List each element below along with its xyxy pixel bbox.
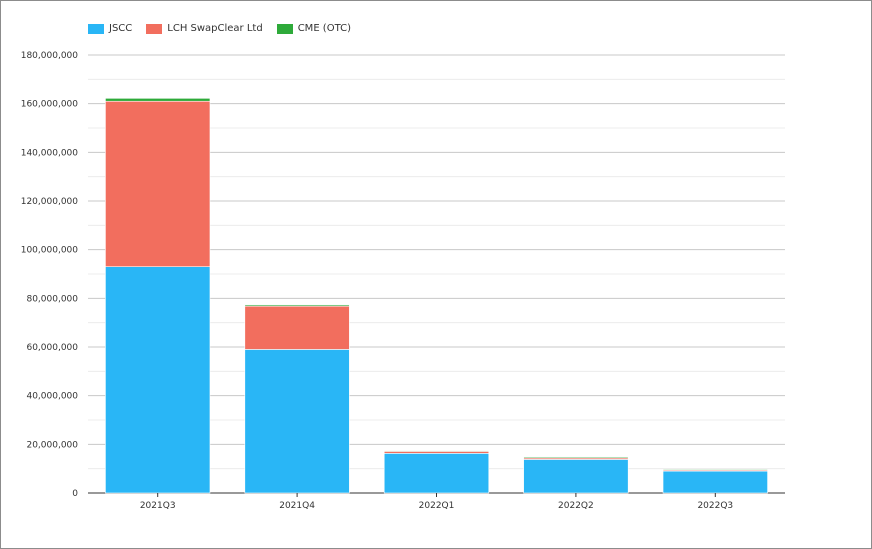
legend-swatch-cme xyxy=(276,23,293,34)
bar-segment-2022Q2-2 xyxy=(523,456,629,459)
y-tick-label: 100,000,000 xyxy=(21,246,79,256)
bar-segment-2021Q3-0 xyxy=(105,266,211,494)
y-tick-label: 140,000,000 xyxy=(21,148,79,158)
legend-swatch-jscc xyxy=(88,23,104,34)
x-tick-label: 2021Q3 xyxy=(140,501,176,511)
y-tick-label: 180,000,000 xyxy=(21,51,79,61)
bar-segment-2022Q1-2 xyxy=(383,450,490,452)
x-tick-label: 2022Q1 xyxy=(419,501,455,511)
y-tick-label: 20,000,000 xyxy=(26,440,78,450)
legend-swatch-lch xyxy=(146,23,163,34)
legend-label-cme: CME (OTC) xyxy=(297,23,351,34)
legend: JSCC LCH SwapClear Ltd CME (OTC) xyxy=(88,23,351,34)
x-tick-label: 2022Q2 xyxy=(558,501,594,511)
legend-label-lch: LCH SwapClear Ltd xyxy=(167,23,263,34)
bar-segment-2021Q4-2 xyxy=(244,304,350,307)
x-tick-label: 2022Q3 xyxy=(697,501,733,511)
bar-segment-2022Q3-2 xyxy=(662,469,768,471)
bar-segment-2021Q4-1 xyxy=(244,305,350,350)
bar-segment-2022Q3-0 xyxy=(662,470,768,494)
y-tick-label: 160,000,000 xyxy=(21,100,79,110)
x-tick-label: 2021Q4 xyxy=(279,501,315,511)
legend-item-cme[interactable]: CME (OTC) xyxy=(276,23,351,34)
bar-segment-2022Q1-0 xyxy=(383,453,490,494)
bar-segment-2021Q4-0 xyxy=(244,349,350,494)
y-tick-label: 120,000,000 xyxy=(21,197,79,207)
legend-item-lch[interactable]: LCH SwapClear Ltd xyxy=(146,23,263,34)
legend-label-jscc: JSCC xyxy=(109,23,133,34)
bar-segment-2021Q3-1 xyxy=(105,100,211,267)
y-tick-label: 0 xyxy=(72,489,78,499)
bar-segment-2022Q2-0 xyxy=(523,459,629,494)
y-tick-label: 40,000,000 xyxy=(26,392,78,402)
y-tick-label: 80,000,000 xyxy=(26,294,78,304)
y-tick-label: 60,000,000 xyxy=(26,343,78,353)
bar-segment-2021Q3-2 xyxy=(105,98,211,102)
legend-item-jscc[interactable]: JSCC xyxy=(88,23,132,34)
